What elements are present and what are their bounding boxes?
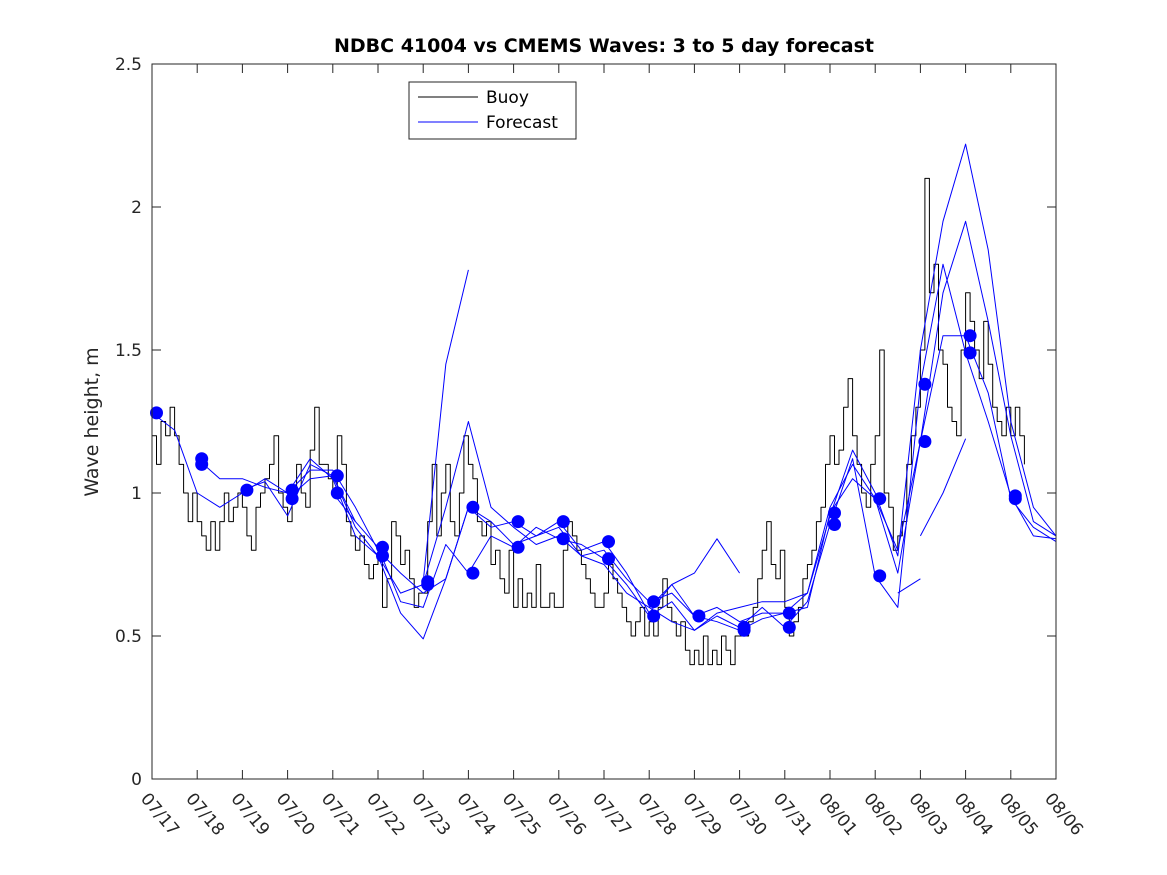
forecast-start-marker bbox=[421, 578, 435, 591]
forecast-start-marker bbox=[556, 515, 570, 529]
forecast-start-marker bbox=[466, 500, 480, 514]
forecast-start-marker bbox=[1008, 492, 1022, 506]
forecast-start-marker bbox=[511, 540, 525, 554]
y-axis-title: Wave height, m bbox=[81, 347, 103, 496]
forecast-start-marker bbox=[782, 620, 796, 634]
forecast-start-marker bbox=[240, 483, 254, 497]
forecast-start-marker bbox=[873, 569, 887, 583]
forecast-series-line-6 bbox=[648, 538, 741, 608]
forecast-series-line-1 bbox=[151, 143, 1057, 631]
forecast-start-marker bbox=[963, 329, 977, 343]
forecast-start-marker bbox=[782, 606, 796, 620]
forecast-start-marker bbox=[647, 609, 661, 623]
y-tick-label: 1 bbox=[131, 484, 142, 504]
forecast-start-marker bbox=[873, 492, 887, 506]
forecast-start-marker bbox=[963, 346, 977, 360]
forecast-series-line-2 bbox=[196, 220, 1057, 623]
y-tick-label: 0.5 bbox=[115, 627, 142, 647]
forecast-series-line-5 bbox=[422, 269, 469, 582]
forecast-start-marker bbox=[918, 377, 932, 391]
forecast-start-marker bbox=[150, 406, 163, 420]
chart-title: NDBC 41004 vs CMEMS Waves: 3 to 5 day fo… bbox=[334, 35, 874, 57]
forecast-start-marker bbox=[602, 535, 615, 549]
forecast-start-marker bbox=[376, 549, 389, 563]
forecast-start-marker bbox=[692, 609, 706, 623]
forecast-start-marker bbox=[330, 486, 344, 500]
legend-box bbox=[408, 81, 577, 140]
forecast-series-line-8 bbox=[919, 438, 967, 537]
y-tick-label: 2 bbox=[131, 198, 142, 218]
forecast-start-marker bbox=[918, 435, 932, 448]
forecast-start-marker bbox=[195, 457, 209, 471]
plot-area bbox=[150, 143, 1057, 666]
y-tick-label: 2.5 bbox=[115, 55, 142, 75]
forecast-start-marker bbox=[285, 492, 299, 506]
forecast-series-line-9 bbox=[897, 578, 921, 594]
legend: Buoy Forecast bbox=[408, 81, 577, 140]
forecast-start-marker bbox=[511, 515, 525, 529]
forecast-start-marker bbox=[737, 623, 751, 637]
forecast-start-marker bbox=[466, 566, 480, 580]
y-tick-label: 1.5 bbox=[115, 341, 142, 361]
forecast-start-marker bbox=[330, 469, 344, 483]
forecast-start-marker bbox=[602, 552, 615, 566]
forecast-start-marker bbox=[828, 518, 841, 531]
forecast-start-marker bbox=[647, 595, 661, 609]
legend-buoy-label: Buoy bbox=[486, 88, 529, 108]
forecast-start-marker bbox=[828, 506, 841, 520]
legend-forecast-label: Forecast bbox=[486, 113, 558, 133]
forecast-start-marker bbox=[556, 532, 570, 546]
y-tick-label: 0 bbox=[131, 770, 142, 790]
